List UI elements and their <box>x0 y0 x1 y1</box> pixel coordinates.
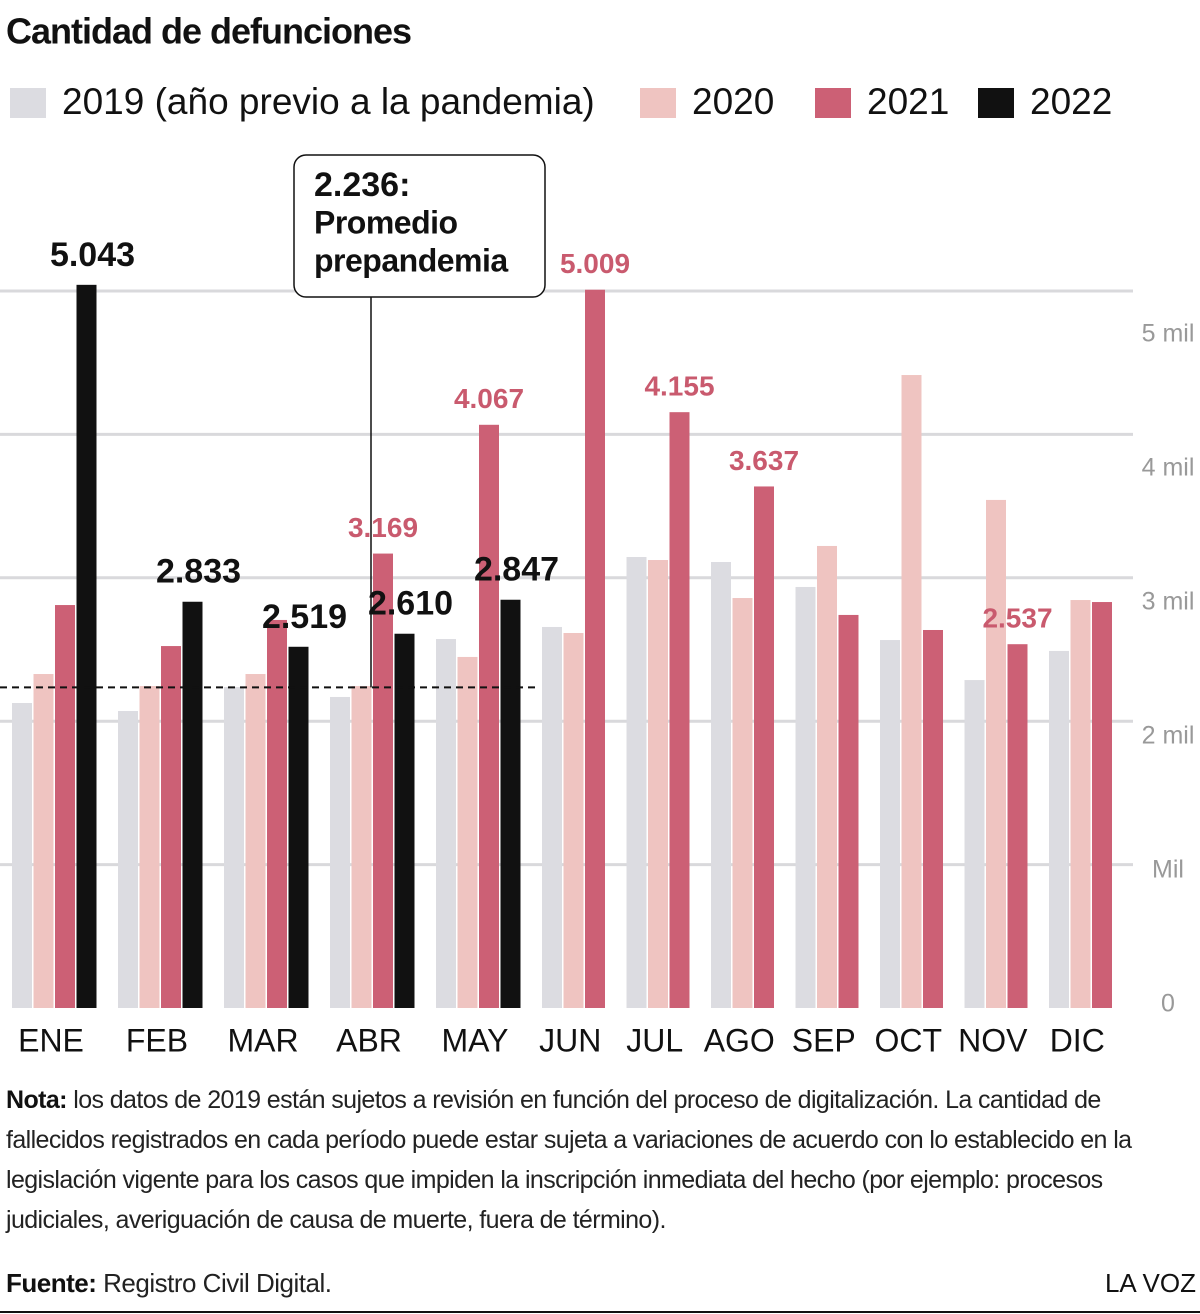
bar <box>373 553 393 1008</box>
y-tick-label: 5 mil <box>1142 320 1195 348</box>
x-tick-label: DIC <box>1050 1022 1105 1058</box>
y-tick-label: 0 <box>1161 990 1175 1018</box>
legend-label: 2021 <box>867 81 949 122</box>
x-tick-label: JUN <box>539 1022 601 1058</box>
bar <box>817 545 837 1008</box>
bar <box>1049 650 1069 1008</box>
y-tick-label: 4 mil <box>1142 454 1195 482</box>
bar <box>626 557 647 1008</box>
x-tick-label: MAR <box>227 1022 298 1058</box>
value-label: 5.009 <box>560 248 630 279</box>
value-label: 4.067 <box>454 383 524 414</box>
value-label: 5.043 <box>50 236 135 274</box>
bar <box>76 284 97 1008</box>
chart: Cantidad de defunciones 0 Mil 2 mil 3 mil 4 … <box>0 11 1195 1058</box>
legend-swatch <box>815 88 851 118</box>
y-tick-label: 3 mil <box>1142 588 1195 616</box>
bar <box>754 486 774 1008</box>
bar <box>182 601 203 1008</box>
value-label: 2.537 <box>982 603 1052 634</box>
bar <box>436 639 456 1008</box>
bar <box>1092 602 1112 1008</box>
callout-text: prepandemia <box>314 242 508 278</box>
source-text: Registro Civil Digital. <box>103 1268 332 1298</box>
bar <box>986 499 1006 1008</box>
bar <box>964 680 985 1008</box>
bar <box>139 686 160 1008</box>
bar <box>55 605 75 1008</box>
x-tick-label: OCT <box>874 1022 942 1058</box>
y-tick-label: 2 mil <box>1142 722 1195 750</box>
bar <box>585 289 605 1008</box>
bar <box>711 562 731 1008</box>
legend-swatch <box>10 88 46 118</box>
callout-box <box>293 154 546 298</box>
bar <box>12 702 32 1008</box>
note-label: Nota: <box>6 1086 67 1114</box>
y-tick-label: Mil <box>1152 856 1184 884</box>
bar <box>542 626 562 1008</box>
bar <box>118 711 138 1008</box>
value-label: 2.833 <box>156 553 241 591</box>
bar <box>923 629 943 1008</box>
legend-swatch <box>640 88 676 118</box>
bar <box>394 633 415 1008</box>
legend-swatch <box>978 88 1014 118</box>
bar <box>880 640 900 1008</box>
x-tick-label: FEB <box>126 1022 188 1058</box>
x-tick-label: SEP <box>792 1022 856 1058</box>
bar <box>245 674 266 1008</box>
bar <box>838 614 859 1008</box>
bar <box>267 619 287 1008</box>
brand: LA VOZ <box>1104 1268 1196 1298</box>
x-tick-label: JUL <box>626 1022 683 1058</box>
bar <box>1070 600 1091 1008</box>
bottom-rule <box>0 1311 1200 1313</box>
x-tick-label: ENE <box>18 1022 84 1058</box>
bar <box>500 599 521 1008</box>
bar <box>161 646 181 1008</box>
value-label: 3.637 <box>729 445 799 476</box>
value-label: 3.169 <box>348 512 418 543</box>
bar <box>479 424 499 1008</box>
bar <box>563 633 584 1008</box>
x-tick-label: NOV <box>958 1022 1028 1058</box>
source: Fuente: Registro Civil Digital. <box>6 1268 332 1299</box>
bar <box>351 686 372 1008</box>
bar <box>33 674 54 1008</box>
bar <box>648 560 668 1008</box>
chart-title: Cantidad de defunciones <box>6 11 411 52</box>
legend-label: 2020 <box>692 81 774 122</box>
x-tick-label: MAY <box>442 1022 509 1058</box>
source-label: Fuente: <box>6 1268 97 1298</box>
x-tick-label: ABR <box>336 1022 402 1058</box>
value-label: 2.519 <box>262 598 347 636</box>
callout-value: 2.236: <box>314 166 410 204</box>
x-tick-label: AGO <box>704 1022 775 1058</box>
bar <box>669 412 690 1009</box>
bar <box>330 696 350 1008</box>
value-label: 2.847 <box>474 551 559 589</box>
legend-label: 2022 <box>1030 81 1112 122</box>
note: Nota: los datos de 2019 están sujetos a … <box>6 1080 1198 1240</box>
value-label: 2.610 <box>368 585 453 623</box>
bar <box>901 375 922 1008</box>
bar <box>224 687 244 1008</box>
bar <box>732 598 753 1008</box>
value-label: 4.155 <box>644 371 714 402</box>
note-text: los datos de 2019 están sujetos a revisi… <box>6 1086 1132 1234</box>
bar <box>1007 644 1028 1008</box>
callout-text: Promedio <box>314 204 458 240</box>
legend-label: 2019 (año previo a la pandemia) <box>62 81 595 122</box>
bar <box>457 656 478 1008</box>
bar <box>288 646 309 1008</box>
bar <box>795 586 816 1008</box>
